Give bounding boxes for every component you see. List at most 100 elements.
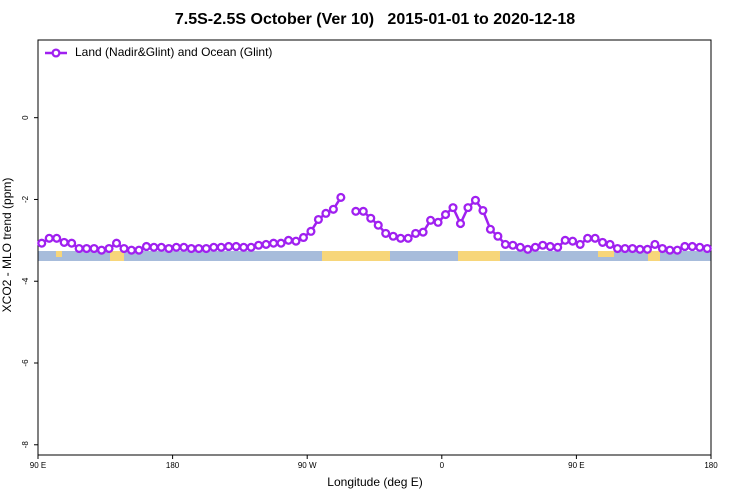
- data-point: [111, 238, 122, 248]
- data-point: [59, 237, 69, 247]
- data-point: [89, 243, 99, 254]
- data-point: [104, 243, 114, 254]
- data-point: [433, 217, 443, 227]
- data-point: [568, 236, 578, 246]
- data-point: [283, 235, 294, 245]
- data-point: [231, 241, 241, 252]
- data-point: [44, 233, 54, 243]
- data-point: [246, 242, 256, 252]
- data-point: [254, 240, 264, 250]
- y-tick-label: 0: [21, 115, 30, 120]
- data-point: [149, 242, 159, 252]
- data-point: [515, 242, 525, 252]
- x-axis-label: Longitude (deg E): [327, 475, 422, 489]
- data-point: [455, 219, 466, 229]
- data-point: [328, 204, 338, 214]
- x-tick-label: 90 W: [298, 461, 317, 470]
- data-point: [642, 244, 652, 254]
- data-point: [186, 243, 196, 254]
- data-point: [201, 243, 211, 254]
- data-point: [388, 231, 398, 241]
- data-point: [672, 245, 682, 255]
- data-point: [403, 233, 413, 243]
- y-tick-label: -8: [21, 441, 30, 449]
- data-point: [448, 203, 458, 213]
- x-tick-label: 0: [440, 461, 445, 470]
- x-tick-label: 90 E: [568, 461, 584, 470]
- data-point: [224, 241, 234, 252]
- chart-title: 7.5S-2.5S October (Ver 10) 2015-01-01 to…: [175, 11, 575, 28]
- y-tick-label: -2: [21, 195, 30, 203]
- data-point: [156, 242, 166, 252]
- data-point: [620, 243, 630, 254]
- data-point: [702, 243, 712, 254]
- data-point: [553, 242, 563, 252]
- data-point: [575, 239, 585, 249]
- data-point: [485, 224, 495, 234]
- data-point: [411, 228, 421, 238]
- data-point: [171, 242, 181, 252]
- data-point: [336, 192, 346, 202]
- data-point: [298, 232, 309, 243]
- data-point: [396, 233, 406, 243]
- data-point: [470, 195, 481, 205]
- data-point: [635, 244, 645, 254]
- data-point: [313, 214, 323, 225]
- x-tick-label: 180: [166, 461, 180, 470]
- data-point: [97, 245, 107, 255]
- data-point: [687, 241, 697, 252]
- data-point: [463, 203, 473, 213]
- data-point: [650, 239, 660, 249]
- data-point: [478, 205, 488, 216]
- x-tick-label: 90 E: [30, 461, 46, 470]
- data-point: [612, 243, 623, 254]
- data-point: [306, 226, 316, 236]
- data-point: [164, 243, 174, 254]
- data-point: [141, 241, 151, 252]
- y-axis-label: XCO2 - MLO trend (ppm): [0, 178, 14, 313]
- data-point: [538, 240, 548, 250]
- data-point: [216, 242, 226, 252]
- data-point: [82, 243, 92, 254]
- data-point: [119, 243, 129, 254]
- data-point: [268, 238, 279, 248]
- data-point: [358, 206, 368, 216]
- data-point: [695, 242, 705, 252]
- data-point: [418, 227, 428, 237]
- legend-marker: [51, 48, 61, 58]
- y-tick-label: -6: [21, 359, 30, 367]
- data-point: [508, 240, 518, 250]
- data-point: [627, 243, 638, 254]
- data-point: [440, 210, 451, 220]
- legend-label: Land (Nadir&Glint) and Ocean (Glint): [75, 45, 272, 59]
- data-point: [605, 239, 615, 249]
- data-point: [560, 235, 570, 245]
- data-point: [665, 245, 675, 255]
- data-point: [52, 233, 62, 243]
- data-point: [523, 244, 533, 254]
- data-point: [321, 208, 331, 218]
- data-point: [426, 215, 436, 225]
- data-point: [351, 206, 361, 216]
- data-point: [67, 238, 77, 248]
- data-point: [373, 220, 383, 230]
- data-point: [209, 242, 219, 252]
- data-point: [179, 242, 189, 252]
- data-point: [74, 243, 84, 254]
- data-point: [261, 239, 271, 249]
- data-point: [381, 228, 391, 238]
- y-tick-label: -4: [21, 277, 30, 285]
- data-point: [590, 233, 600, 243]
- land-ocean-strip: [38, 251, 711, 261]
- data-point: [291, 236, 301, 246]
- data-point: [530, 242, 540, 252]
- data-point: [194, 243, 204, 254]
- data-point: [493, 231, 503, 241]
- data-point: [680, 241, 690, 252]
- data-point: [583, 233, 593, 243]
- data-point: [134, 245, 144, 255]
- data-point: [545, 241, 555, 252]
- data-point: [126, 245, 137, 255]
- data-point: [276, 238, 286, 248]
